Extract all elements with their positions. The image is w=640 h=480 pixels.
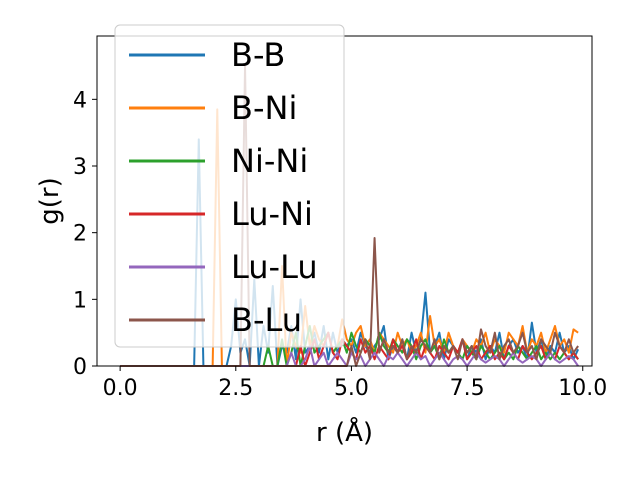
y-axis: 0 1 2 3 4	[73, 88, 97, 380]
y-tick-label: 4	[73, 88, 87, 113]
legend-label: B-B	[231, 36, 285, 74]
legend-box	[114, 24, 345, 348]
legend-label: B-Lu	[231, 301, 302, 339]
x-tick-label: 10.0	[558, 376, 607, 401]
y-tick-label: 1	[73, 288, 87, 313]
legend: B-B B-Ni Ni-Ni Lu-Ni Lu-Lu B-Lu	[114, 24, 345, 348]
legend-label: B-Ni	[231, 89, 297, 127]
legend-label: Ni-Ni	[231, 142, 308, 180]
x-axis: 0.0 2.5 5.0 7.5 10.0	[103, 366, 607, 401]
y-axis-label: g(r)	[35, 177, 65, 224]
legend-label: Lu-Ni	[231, 195, 313, 233]
x-tick-label: 2.5	[218, 376, 253, 401]
x-tick-label: 0.0	[103, 376, 138, 401]
x-axis-label: r (Å)	[316, 416, 373, 448]
x-tick-label: 5.0	[334, 376, 369, 401]
y-tick-label: 0	[73, 355, 87, 380]
y-tick-label: 3	[73, 155, 87, 180]
y-tick-label: 2	[73, 222, 87, 247]
legend-label: Lu-Lu	[231, 248, 318, 286]
x-tick-label: 7.5	[450, 376, 485, 401]
